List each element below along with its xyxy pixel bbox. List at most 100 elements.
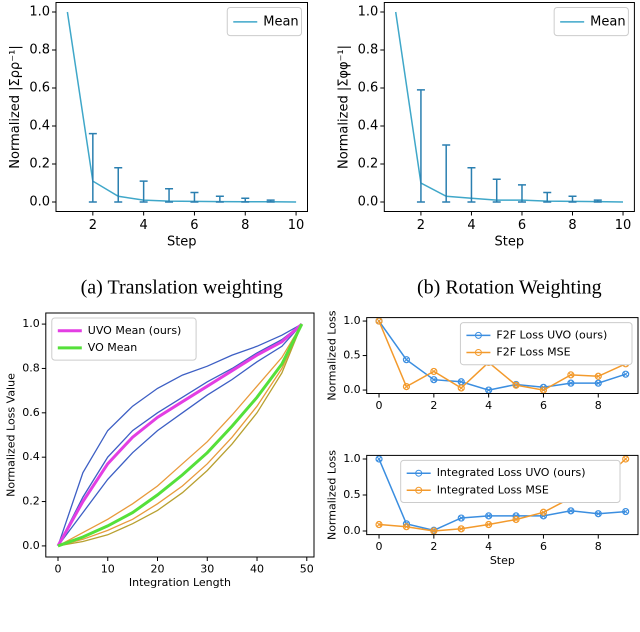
legend-label: Mean [590,14,625,29]
x-tick-label: 10 [288,218,305,233]
caption: (b) Rotation Weighting [417,277,602,299]
error-bar [165,187,174,203]
point-cross [458,515,464,521]
y-tick-label: 0.6 [29,81,50,96]
y-tick-label: 0.8 [29,43,50,58]
point [375,455,383,463]
x-tick-label: 4 [140,218,148,233]
point-cross [486,513,492,519]
error-bar [593,199,602,203]
x-tick-label: 6 [518,218,526,233]
error-bar [492,178,501,203]
y-tick-label: 0.0 [358,195,379,210]
x-tick-label: 8 [568,218,576,233]
series-line [394,11,624,203]
y-tick-label: 0.2 [358,157,379,172]
error-bar [215,195,224,203]
y-axis-label: Normalized Loss [326,310,339,400]
point [402,523,411,531]
x-tick-label: 0 [376,540,383,553]
point [594,372,602,380]
series-line [57,323,303,547]
point [402,383,411,391]
panel: 2 4 6 8 10 0.0 0.2 0.4 0.6 0.8 1.0 Step Normalized |… [8,2,308,299]
x-tick-label: 4 [485,540,492,553]
point [512,381,520,389]
plot-frame [383,2,635,212]
panel: 2 4 6 8 10 0.0 0.2 0.4 0.6 0.8 1.0 Step Normalized |… [337,2,635,299]
series-line [57,323,304,548]
x-tick-label: 2 [417,218,425,233]
legend-marker [415,486,423,494]
legend-marker [474,331,482,339]
plot-frame [55,2,308,212]
y-tick-label: 0.0 [343,383,361,396]
plot-frame [366,454,639,536]
error-bar [139,180,148,203]
legend-label: Integrated Loss UVO (ours) [437,466,586,479]
y-tick-label: 0.4 [22,450,40,463]
point-cross [623,456,629,462]
x-tick-label: 10 [615,218,632,233]
x-tick-label: 0 [54,563,61,576]
point [485,520,493,529]
y-axis-label: Normalized Loss Value [5,373,18,497]
error-bar [241,197,250,203]
error-bar [568,195,577,203]
panel: 0 2 4 6 8 0.0 0.5 1.0 Normalized Loss F2F Loss UV… [326,310,639,412]
series-line [57,323,303,547]
y-tick-label: 0.4 [358,119,379,134]
error-bar [190,191,199,203]
point [430,376,438,384]
y-tick-label: 0.0 [343,524,361,537]
point [567,371,575,379]
x-axis-label: Step [495,235,525,250]
point [567,507,575,515]
legend-label: UVO Mean (ours) [88,324,182,337]
point-cross [513,382,519,388]
x-axis-label: Step [490,554,515,567]
point-cross [404,384,409,389]
error-bar [467,167,476,203]
series-line [57,323,303,547]
point-cross [541,387,546,393]
point-cross [431,377,437,383]
plot-frame [45,312,315,558]
y-tick-label: 0.8 [358,43,379,58]
point-cross [568,372,574,378]
point-cross [404,524,409,530]
point-cross [623,509,629,514]
point [375,520,383,529]
series-line [57,323,303,547]
point-cross [541,509,546,515]
point [430,527,438,535]
point-cross [568,508,574,514]
point-cross [376,456,382,462]
error-bar [88,132,97,203]
x-tick-label: 2 [430,399,437,412]
error-bar [517,184,526,203]
point [457,525,465,533]
panel: 0 10 20 30 40 50 0.0 0.2 0.4 0.6 0.8 1.0 Integration… [5,312,315,589]
y-tick-label: 0.4 [29,119,50,134]
point-cross [431,528,437,534]
series-line [378,320,626,391]
x-tick-label: 4 [485,399,492,412]
y-tick-label: 1.0 [358,5,379,20]
y-tick-label: 0.0 [29,195,50,210]
series-line [378,320,627,391]
point [402,356,411,364]
x-tick-label: 8 [595,399,602,412]
error-bar [442,144,451,203]
point-cross [486,522,492,527]
y-tick-label: 0.6 [358,81,379,96]
point-cross [458,526,464,532]
x-tick-label: 8 [595,540,602,553]
x-tick-label: 4 [467,218,475,233]
x-tick-label: 6 [540,399,547,412]
point [485,512,493,520]
y-tick-label: 0.2 [22,495,40,508]
x-tick-label: 40 [250,563,264,576]
point [622,507,630,516]
